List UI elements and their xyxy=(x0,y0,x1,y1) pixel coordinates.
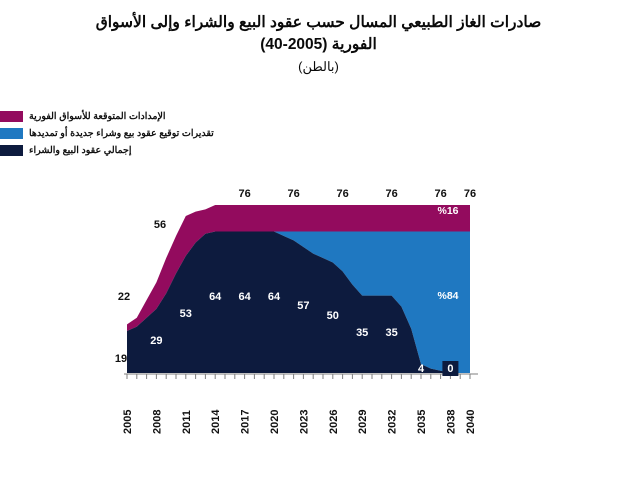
data-point-label: 56 xyxy=(154,219,166,231)
percent-annotation: %84 xyxy=(437,290,458,302)
legend-swatch-total-sale-purchase-contracts xyxy=(0,145,23,156)
data-point-label: 57 xyxy=(297,300,309,312)
year-tick-label: 2035 xyxy=(416,410,428,434)
data-point-label: 53 xyxy=(180,308,192,320)
chart-data-labels: 19 29 22 56 53 64 64 64 57 50 35 35 4 0 xyxy=(115,219,459,376)
year-tick-label: 2020 xyxy=(269,410,281,434)
zero-label-backdrop xyxy=(442,361,459,376)
year-tick-label: 2026 xyxy=(328,410,340,434)
data-point-label: 64 xyxy=(238,291,251,303)
area-series-2 xyxy=(127,205,470,331)
year-tick-label: 2005 xyxy=(122,410,134,434)
data-point-label: 0 xyxy=(447,363,453,375)
legend-item-new-or-extended-contracts[interactable]: تقديرات توقيع عقود بيع وشراء جديدة أو تم… xyxy=(0,125,484,142)
year-tick-label: 2038 xyxy=(445,410,457,434)
data-point-label: 29 xyxy=(150,335,162,347)
chart-title-block: صادرات الغاز الطبيعي المسال حسب عقود الب… xyxy=(0,12,637,77)
data-point-label: 35 xyxy=(356,327,368,339)
top-total-label: 76 xyxy=(238,188,250,200)
year-tick-label: 2032 xyxy=(387,410,399,434)
area-series-1 xyxy=(127,231,470,373)
data-point-label: 4 xyxy=(418,363,425,375)
data-point-label: 64 xyxy=(209,291,222,303)
data-point-label: 35 xyxy=(385,327,397,339)
legend-label-new-or-extended-contracts: تقديرات توقيع عقود بيع وشراء جديدة أو تم… xyxy=(29,128,214,139)
chart-year-tick-labels: 2005 2008 2011 2014 2017 2020 2023 2026 2029 2032… xyxy=(122,409,477,434)
year-tick-label: 2029 xyxy=(357,410,369,434)
year-tick-label: 2011 xyxy=(181,410,193,434)
legend-label-spot-market-supply: الإمدادات المتوقعة للأسواق الفورية xyxy=(29,111,166,122)
year-tick-label: 2023 xyxy=(298,410,310,434)
legend-item-spot-market-supply[interactable]: الإمدادات المتوقعة للأسواق الفورية xyxy=(0,108,484,125)
data-point-label: 50 xyxy=(327,310,339,322)
chart-percent-annotations: %16 %84 xyxy=(437,205,458,302)
year-tick-label: 2014 xyxy=(210,409,222,434)
top-total-label: 76 xyxy=(336,188,348,200)
data-point-label: 19 xyxy=(115,353,127,365)
legend-swatch-new-or-extended-contracts xyxy=(0,128,23,139)
chart-legend: الإمدادات المتوقعة للأسواق الفورية تقدير… xyxy=(0,108,484,159)
top-total-label: 76 xyxy=(385,188,397,200)
chart-x-axis xyxy=(124,373,478,379)
legend-item-total-sale-purchase-contracts[interactable]: إجمالي عقود البيع والشراء xyxy=(0,142,484,159)
page-title-line-1: صادرات الغاز الطبيعي المسال حسب عقود الب… xyxy=(95,14,542,31)
top-total-label: 76 xyxy=(464,188,476,200)
top-total-label: 76 xyxy=(287,188,299,200)
page-subtitle: (بالطن) xyxy=(298,59,339,74)
legend-swatch-spot-market-supply xyxy=(0,111,23,122)
area-series-0 xyxy=(127,231,470,373)
chart-top-total-labels: 76 76 76 76 76 76 xyxy=(238,188,476,200)
year-tick-label: 2040 xyxy=(465,410,477,434)
top-total-label: 76 xyxy=(434,188,446,200)
chart-areas xyxy=(127,205,470,373)
percent-annotation: %16 xyxy=(437,205,458,217)
page-title-line-2: الفورية (2005-40) xyxy=(260,36,377,53)
data-point-label: 22 xyxy=(118,291,130,303)
year-tick-label: 2008 xyxy=(151,410,163,434)
legend-label-total-sale-purchase-contracts: إجمالي عقود البيع والشراء xyxy=(29,145,132,156)
data-point-label: 64 xyxy=(268,291,281,303)
year-tick-label: 2017 xyxy=(240,410,252,434)
